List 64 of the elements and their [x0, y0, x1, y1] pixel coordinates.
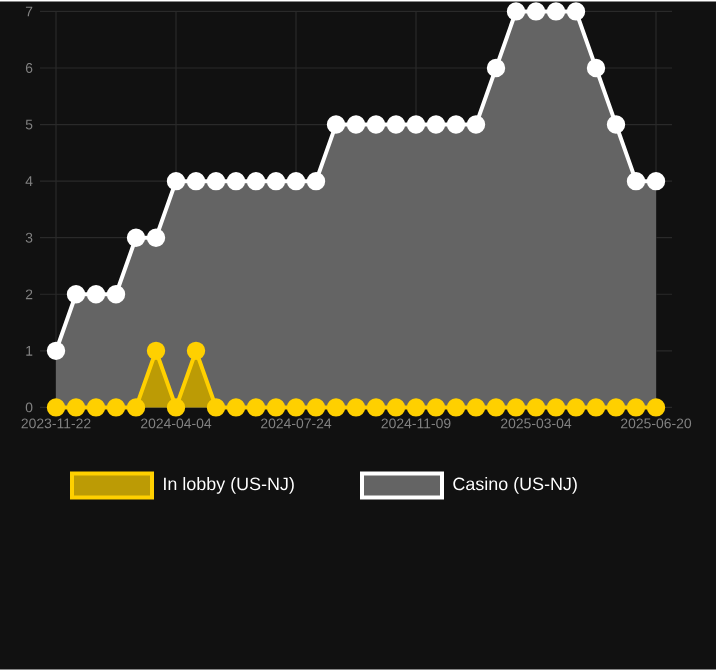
point [406, 398, 426, 417]
point [586, 398, 606, 417]
point [166, 398, 186, 417]
point [206, 172, 226, 191]
point [226, 398, 246, 417]
point [486, 59, 506, 78]
point [426, 398, 446, 417]
point [606, 115, 626, 135]
legend-label: Casino (US-NJ) [453, 477, 577, 495]
legend-label: In lobby (US-NJ) [164, 477, 294, 495]
point [226, 172, 246, 191]
point [466, 115, 486, 135]
point [566, 398, 586, 417]
point [146, 228, 166, 248]
point [506, 398, 526, 417]
point [366, 398, 386, 417]
point [306, 398, 326, 417]
point [246, 172, 266, 191]
point [326, 398, 346, 417]
point [386, 398, 406, 417]
point [106, 285, 126, 304]
point [486, 398, 506, 417]
point [526, 398, 546, 417]
point [566, 2, 586, 21]
point [546, 2, 566, 21]
point [366, 115, 386, 135]
point [646, 172, 666, 191]
point [86, 285, 106, 304]
point [606, 398, 626, 417]
point [626, 172, 646, 191]
point [246, 398, 266, 417]
point [66, 285, 86, 304]
point [646, 398, 666, 417]
point [386, 115, 406, 135]
point [446, 115, 466, 135]
point [626, 398, 646, 417]
point [426, 115, 446, 135]
point [126, 398, 146, 417]
point [406, 115, 426, 135]
point [266, 172, 286, 191]
point [86, 398, 106, 417]
point [206, 398, 226, 417]
point [526, 2, 546, 21]
point [126, 228, 146, 248]
point [466, 398, 486, 417]
point [546, 398, 566, 417]
point [166, 172, 186, 191]
point [266, 398, 286, 417]
point [446, 398, 466, 417]
point [186, 341, 206, 361]
point [586, 59, 606, 78]
point [46, 398, 66, 417]
point [346, 115, 366, 135]
point [506, 2, 526, 21]
point [326, 115, 346, 135]
point [286, 172, 306, 191]
point [106, 398, 126, 417]
point [186, 172, 206, 191]
point [346, 398, 366, 417]
point [46, 341, 66, 361]
point [306, 172, 326, 191]
point [286, 398, 306, 417]
point [146, 341, 166, 361]
point [66, 398, 86, 417]
